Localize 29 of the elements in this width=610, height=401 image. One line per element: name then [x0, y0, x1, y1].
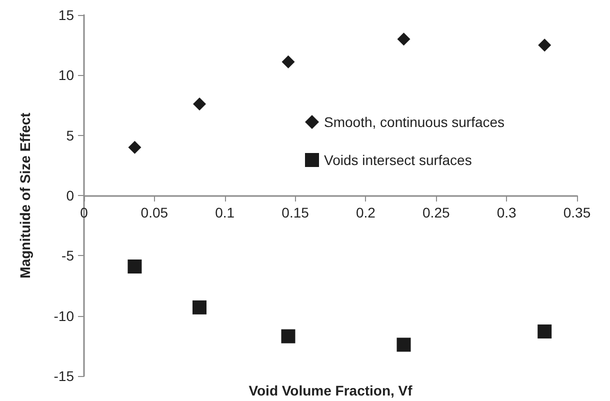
x-tick-label: 0.2	[356, 204, 376, 220]
legend-label: Smooth, continuous surfaces	[324, 114, 505, 130]
x-tick-label: 0.25	[422, 204, 450, 220]
point	[281, 329, 296, 344]
y-tick-label: 10	[58, 67, 74, 84]
point	[128, 259, 142, 274]
y-axis-title: Magnituide of Size Effect	[17, 112, 33, 278]
x-tick-label: 0.15	[282, 204, 310, 220]
point	[193, 98, 206, 111]
x-axis-title: Void Volume Fraction, Vf	[248, 382, 413, 398]
y-tick-label: 5	[66, 127, 74, 144]
point	[396, 338, 411, 352]
point	[538, 324, 552, 338]
point	[538, 38, 552, 52]
legend-label: Voids intersect surfaces	[324, 152, 472, 168]
point	[192, 300, 207, 314]
y-tick-label: 0	[66, 188, 74, 204]
y-tick-label: -15	[54, 368, 74, 384]
x-tick-label: 0	[80, 204, 88, 220]
point	[128, 140, 142, 154]
y-tick-label: -5	[62, 248, 74, 264]
x-tick-label: 0.3	[496, 204, 517, 220]
point	[397, 32, 410, 46]
y-tick-label: -10	[54, 308, 74, 324]
point	[282, 55, 295, 68]
x-tick-label: 0.1	[215, 204, 235, 220]
y-tick-label: 15	[58, 7, 74, 23]
x-tick-label: 0.05	[140, 204, 168, 220]
x-tick-label: 0.35	[563, 204, 591, 220]
